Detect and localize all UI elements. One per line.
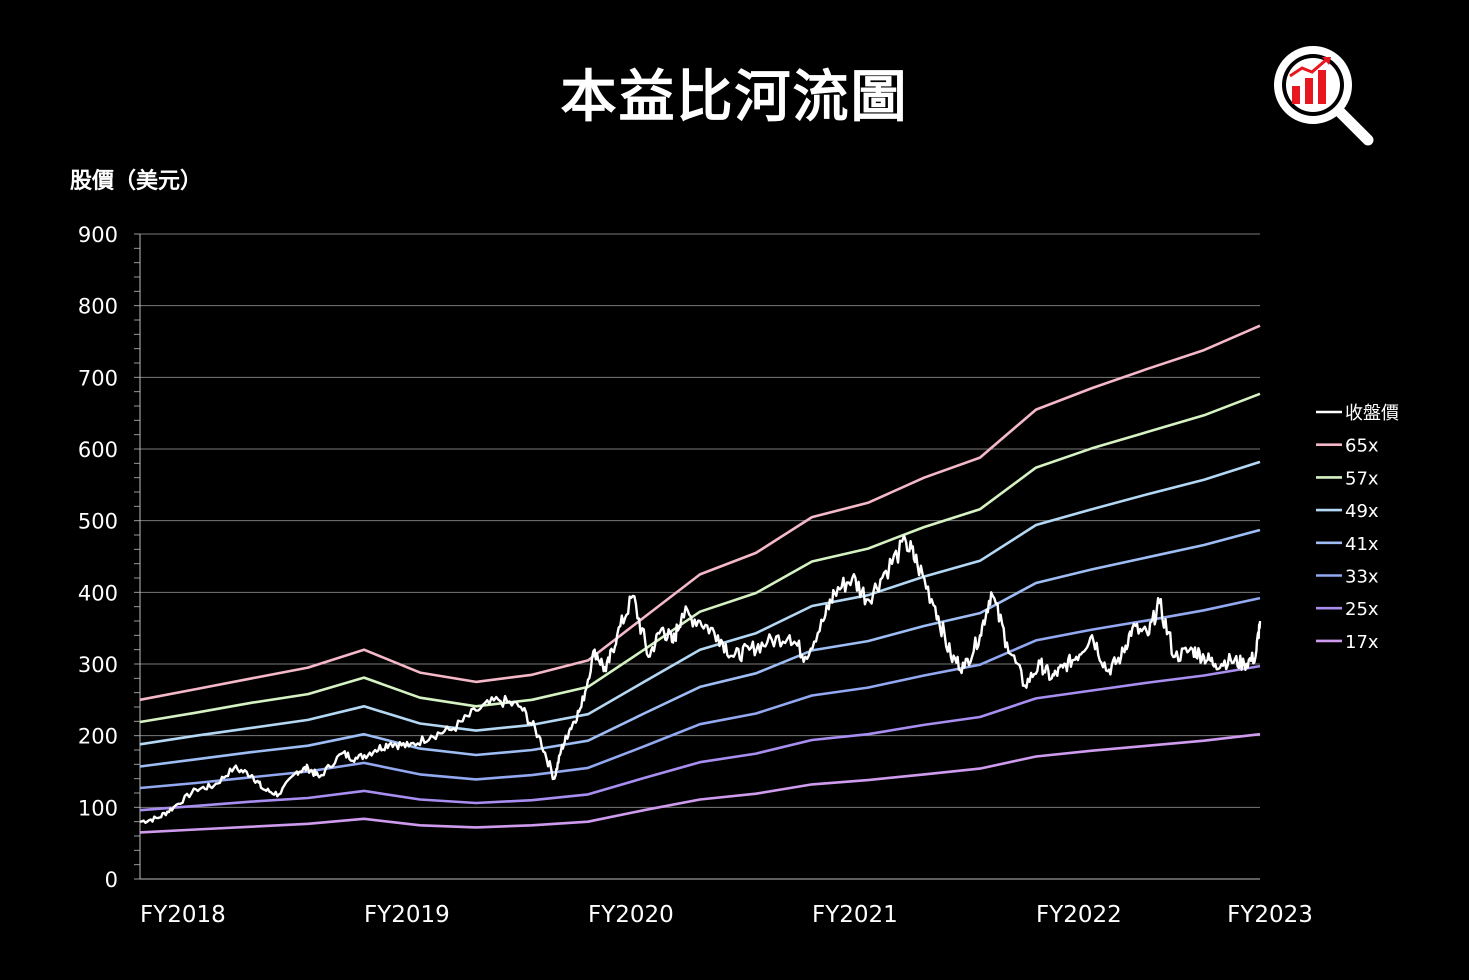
band-line-41x <box>139 528 1261 768</box>
legend-label-收盤價: 收盤價 <box>1345 403 1399 424</box>
price-line <box>139 534 1262 824</box>
legend-label-65x: 65x <box>1345 436 1379 457</box>
y-tick-label: 400 <box>78 581 118 605</box>
legend-label-49x: 49x <box>1345 501 1379 522</box>
y-axis-label: 股價（美元） <box>70 169 203 194</box>
y-tick-label: 300 <box>78 653 118 677</box>
band-line-17x <box>139 732 1261 834</box>
x-tick-label: FY2023 <box>1227 902 1313 928</box>
chart-title: 本益比河流圖 <box>560 65 909 130</box>
x-tick-label: FY2018 <box>140 902 226 928</box>
legend-label-57x: 57x <box>1345 468 1379 489</box>
y-tick-label: 500 <box>78 510 118 534</box>
x-tick-label: FY2020 <box>588 902 674 928</box>
legend-label-17x: 17x <box>1345 632 1379 653</box>
x-tick-label: FY2022 <box>1036 902 1122 928</box>
band-line-65x <box>139 324 1261 702</box>
y-tick-label: 600 <box>78 438 118 462</box>
magnifier-chart-icon <box>1274 46 1374 146</box>
y-tick-label: 800 <box>78 295 118 319</box>
legend-label-41x: 41x <box>1345 534 1379 555</box>
y-tick-label: 0 <box>105 868 118 892</box>
y-tick-label: 900 <box>78 223 118 247</box>
band-line-57x <box>139 392 1261 724</box>
band-line-49x <box>139 460 1261 746</box>
y-tick-label: 700 <box>78 366 118 390</box>
legend-label-25x: 25x <box>1345 599 1379 620</box>
y-tick-label: 100 <box>78 796 118 820</box>
band-line-25x <box>139 664 1261 812</box>
x-tick-label: FY2019 <box>364 902 450 928</box>
legend-label-33x: 33x <box>1345 567 1379 588</box>
x-tick-label: FY2021 <box>812 902 898 928</box>
y-tick-label: 200 <box>78 725 118 749</box>
